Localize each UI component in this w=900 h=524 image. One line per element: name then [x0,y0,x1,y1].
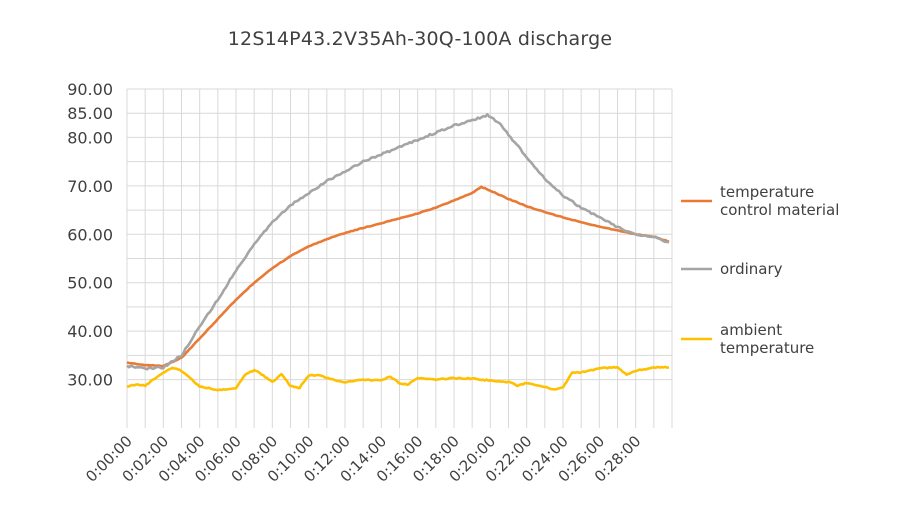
y-tick-label: 30.00 [67,371,113,390]
legend-label: ambient [720,321,782,339]
series-line [126,365,670,392]
legend-label: temperature [720,183,814,201]
y-tick-label: 80.00 [67,128,113,147]
legend-label: ordinary [720,260,783,278]
y-tick-label: 70.00 [67,177,113,196]
series-line [126,113,670,371]
legend-label: temperature [720,339,814,357]
chart-title: 12S14P43.2V35Ah-30Q-100A discharge [227,28,613,50]
y-tick-label: 60.00 [67,225,113,244]
series-line [126,185,670,368]
y-tick-label: 40.00 [67,322,113,341]
y-tick-label: 90.00 [67,80,113,99]
y-tick-label: 85.00 [67,104,113,123]
y-tick-label: 50.00 [67,274,113,293]
legend-label: control material [720,201,839,219]
